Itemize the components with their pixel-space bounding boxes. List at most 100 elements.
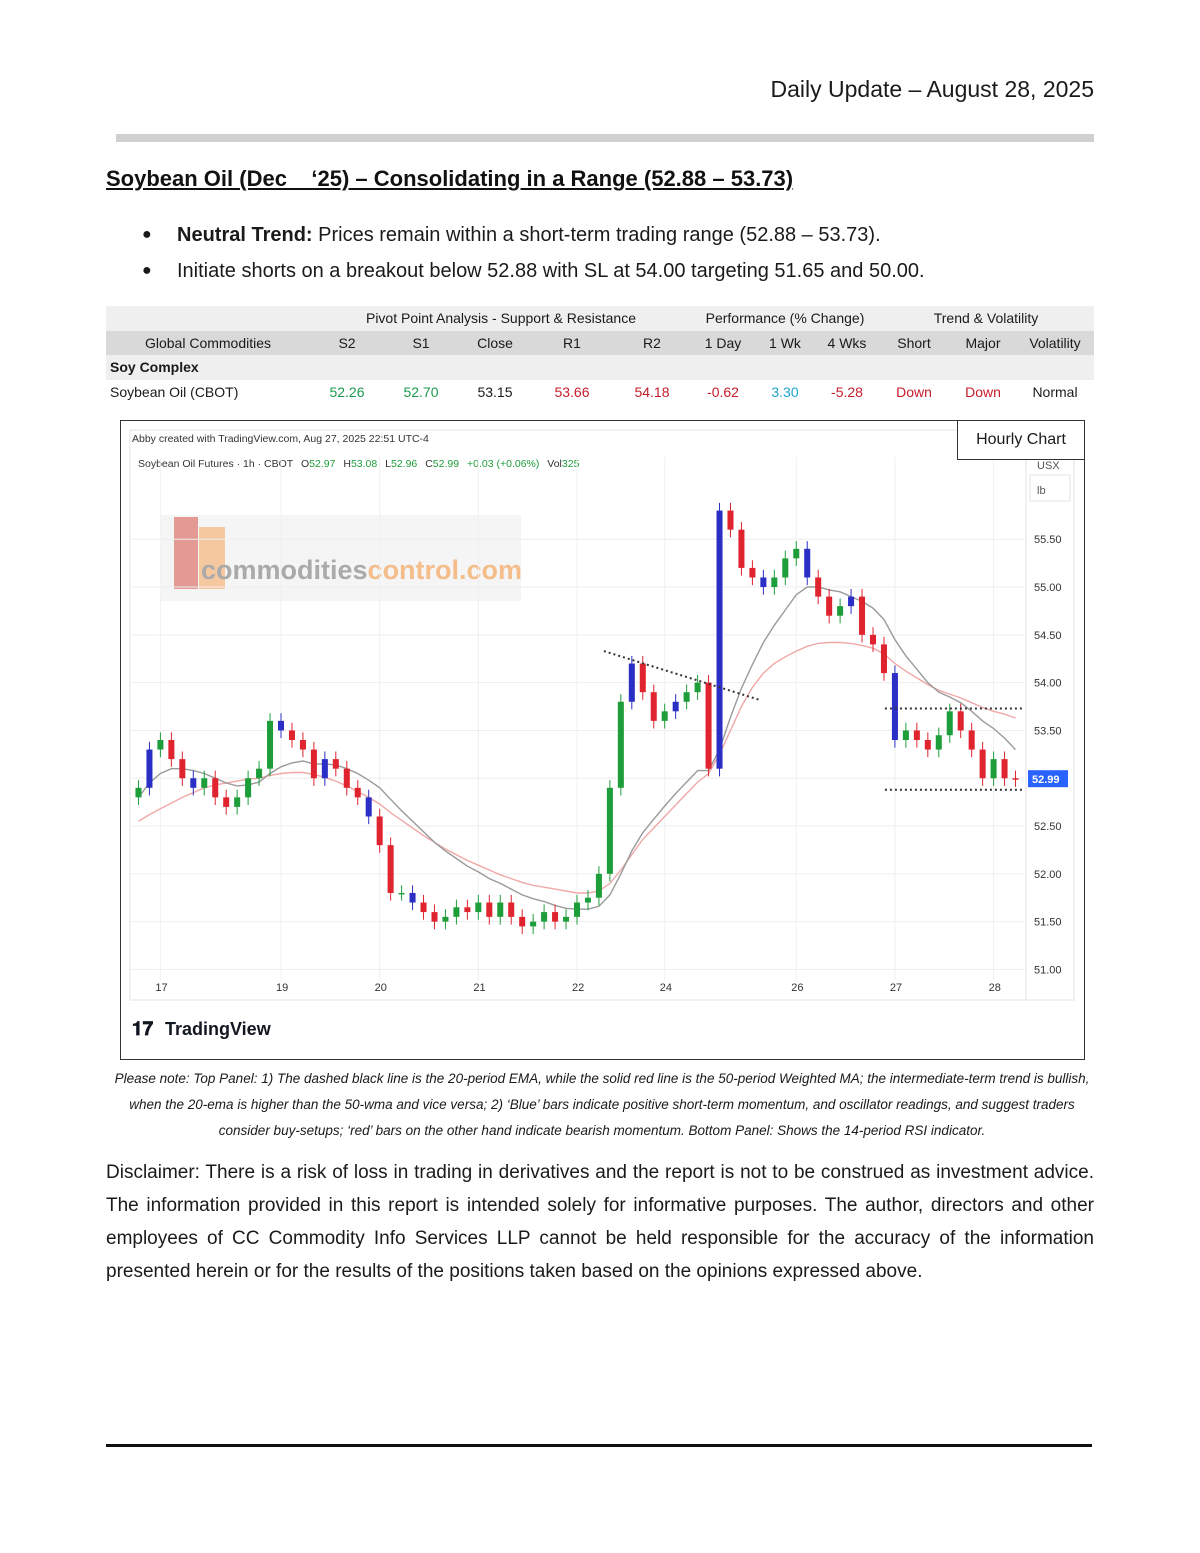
low-value: 52.96 <box>391 458 417 470</box>
watermark-bar-icon <box>174 517 198 589</box>
pivot-table: Pivot Point Analysis - Support & Resista… <box>106 306 1094 404</box>
candle-body <box>277 720 285 731</box>
candle-body <box>859 596 866 635</box>
change-value: +0.03 (+0.06%) <box>467 458 539 470</box>
wma50-line <box>138 641 1016 894</box>
candle-body <box>563 916 570 922</box>
range-lines <box>603 650 1024 791</box>
candle-body <box>595 873 602 898</box>
report-date-header: Daily Update – August 28, 2025 <box>770 76 1094 102</box>
candle-body <box>310 749 317 779</box>
candle-body <box>672 701 679 712</box>
candle-body <box>365 797 372 817</box>
watermark-text: commoditiescontrol.com <box>201 555 522 585</box>
candle-body <box>990 759 997 779</box>
header-divider <box>116 134 1094 142</box>
candle-body <box>617 701 624 788</box>
commodity-name: Soybean Oil (CBOT) <box>110 383 239 400</box>
volume-label: Vol <box>547 458 562 470</box>
price-tick-label: 55.00 <box>1034 582 1062 594</box>
candle-body <box>464 907 471 913</box>
candle-body <box>738 529 745 568</box>
column-header: 1 Day <box>692 330 754 355</box>
last-price-label: 52.99 <box>1032 774 1060 786</box>
tradingview-logo-icon: 𝟏𝟕 <box>132 1019 154 1040</box>
candle-body <box>409 892 416 903</box>
candle-body <box>267 720 274 769</box>
candle-body <box>168 740 175 760</box>
watermark-part-1: commodities <box>201 555 368 585</box>
price-tick-label: 51.00 <box>1034 964 1062 976</box>
candle-body <box>245 778 252 798</box>
candle-body <box>869 634 877 645</box>
open-value: 52.97 <box>309 458 335 470</box>
tradingview-brand: 𝟏𝟕 TradingView <box>132 1019 272 1040</box>
date-tick-label: 22 <box>572 982 584 994</box>
column-header: Close <box>458 330 532 355</box>
candle-body <box>837 606 844 616</box>
column-header: Volatility <box>1016 330 1094 355</box>
candle-body <box>902 730 909 740</box>
short-trend: Down <box>896 383 932 400</box>
candle-body <box>508 902 515 917</box>
table-column-header-row: Global Commodities S2 S1 Close R1 R2 1 D… <box>106 330 1094 355</box>
candle-body <box>705 682 712 769</box>
candle-body <box>913 730 920 740</box>
low-label: L <box>385 458 391 470</box>
candle-body <box>552 912 559 922</box>
candle-body <box>606 787 613 874</box>
candle-body <box>979 749 986 779</box>
r1-value: 53.66 <box>554 383 590 400</box>
table-empty-cell <box>106 306 310 331</box>
close-label: C <box>425 458 433 470</box>
candle-body <box>628 663 635 702</box>
candle-body <box>157 740 164 750</box>
watermark-logo: commoditiescontrol.com <box>161 515 522 601</box>
column-header: Global Commodities <box>106 330 310 355</box>
volume-value: 325 <box>562 458 580 470</box>
date-tick-label: 19 <box>276 982 288 994</box>
watermark-part-2: control.com <box>368 555 523 585</box>
candle-body <box>190 778 197 788</box>
close-value: 52.99 <box>433 458 459 470</box>
price-tick-label: 53.50 <box>1034 725 1062 737</box>
candle-body <box>584 897 591 903</box>
candle-body <box>387 845 394 893</box>
candle-body <box>1012 778 1019 780</box>
candle-body <box>497 902 504 917</box>
candle-body <box>288 730 295 740</box>
column-header: R1 <box>532 330 612 355</box>
chart-footnote: Please note: Top Panel: 1) The dashed bl… <box>114 1071 1090 1138</box>
candle-body <box>727 510 734 530</box>
candle-body <box>343 768 350 788</box>
bullet-dot-icon: ● <box>142 262 152 279</box>
symbol-line: Soybean Oil Futures · 1h · CBOT O52.97 H… <box>138 458 580 470</box>
candle-body <box>935 735 942 750</box>
high-label: H <box>343 458 351 470</box>
candle-body <box>299 740 306 750</box>
column-header: S1 <box>384 330 458 355</box>
candle-body <box>793 548 800 559</box>
candle-body <box>573 902 581 917</box>
date-tick-label: 27 <box>890 982 902 994</box>
price-tick-label: 54.00 <box>1034 678 1062 690</box>
candle-body <box>716 510 723 769</box>
brand-text: TradingView <box>165 1019 272 1039</box>
price-tick-label: 54.50 <box>1034 630 1062 642</box>
watermark-bar-icon <box>199 527 225 589</box>
trend-line <box>603 650 760 701</box>
candle-body <box>946 711 953 736</box>
creator-line: Abby created with TradingView.com, Aug 2… <box>132 433 429 445</box>
group-header-performance: Performance (% Change) <box>692 306 878 331</box>
candle-body <box>212 778 219 798</box>
candle-body <box>201 778 208 788</box>
column-header: Major <box>950 330 1016 355</box>
candle-body <box>782 558 789 578</box>
bullet-item: ● Initiate shorts on a breakout below 52.… <box>140 256 1100 292</box>
unit-box <box>1029 474 1071 502</box>
candle-body <box>179 759 186 779</box>
axes: 51.0051.5052.0052.5053.0053.5054.0054.50… <box>155 534 1068 994</box>
candle-body <box>694 682 701 693</box>
table-row: Soybean Oil (CBOT) 52.26 52.70 53.15 53.… <box>106 380 1094 405</box>
candle-body <box>639 663 646 693</box>
